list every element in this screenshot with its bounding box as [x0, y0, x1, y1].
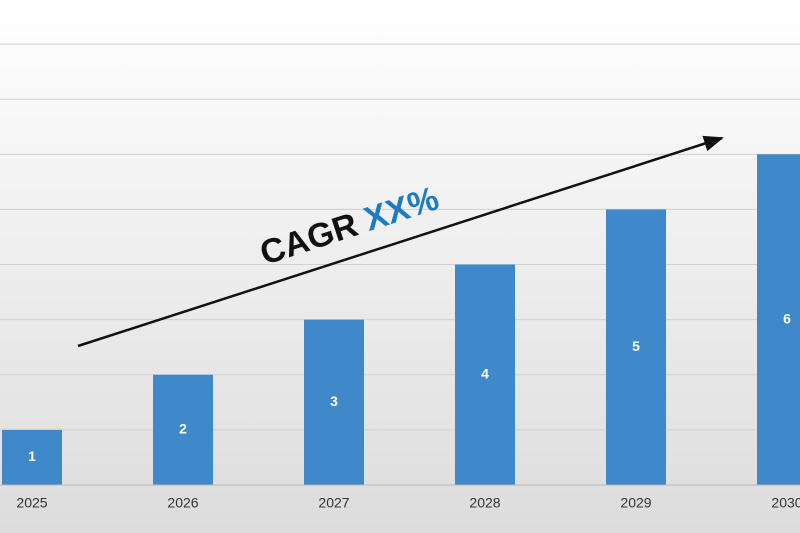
- bar: [2, 429, 62, 485]
- trend-arrow: [77, 135, 724, 348]
- data-label: 4: [481, 365, 489, 381]
- data-label: 3: [330, 393, 338, 409]
- x-tick-label: 2025: [16, 495, 47, 511]
- bar: [153, 374, 213, 485]
- bar: [455, 264, 515, 485]
- data-label: 5: [632, 338, 640, 354]
- grid: [0, 43, 800, 431]
- x-tick-label: 2029: [620, 495, 651, 511]
- x-tick-label: 2030: [771, 495, 800, 511]
- x-tick-label: 2028: [469, 495, 500, 511]
- x-tick-label: 2027: [318, 495, 349, 511]
- bars: [2, 154, 800, 485]
- bar: [304, 319, 364, 485]
- bar: [757, 154, 800, 485]
- data-label: 2: [179, 421, 187, 437]
- bar: [606, 209, 666, 485]
- data-label: 6: [783, 310, 791, 326]
- x-tick-label: 2026: [167, 495, 198, 511]
- data-label: 1: [28, 448, 36, 464]
